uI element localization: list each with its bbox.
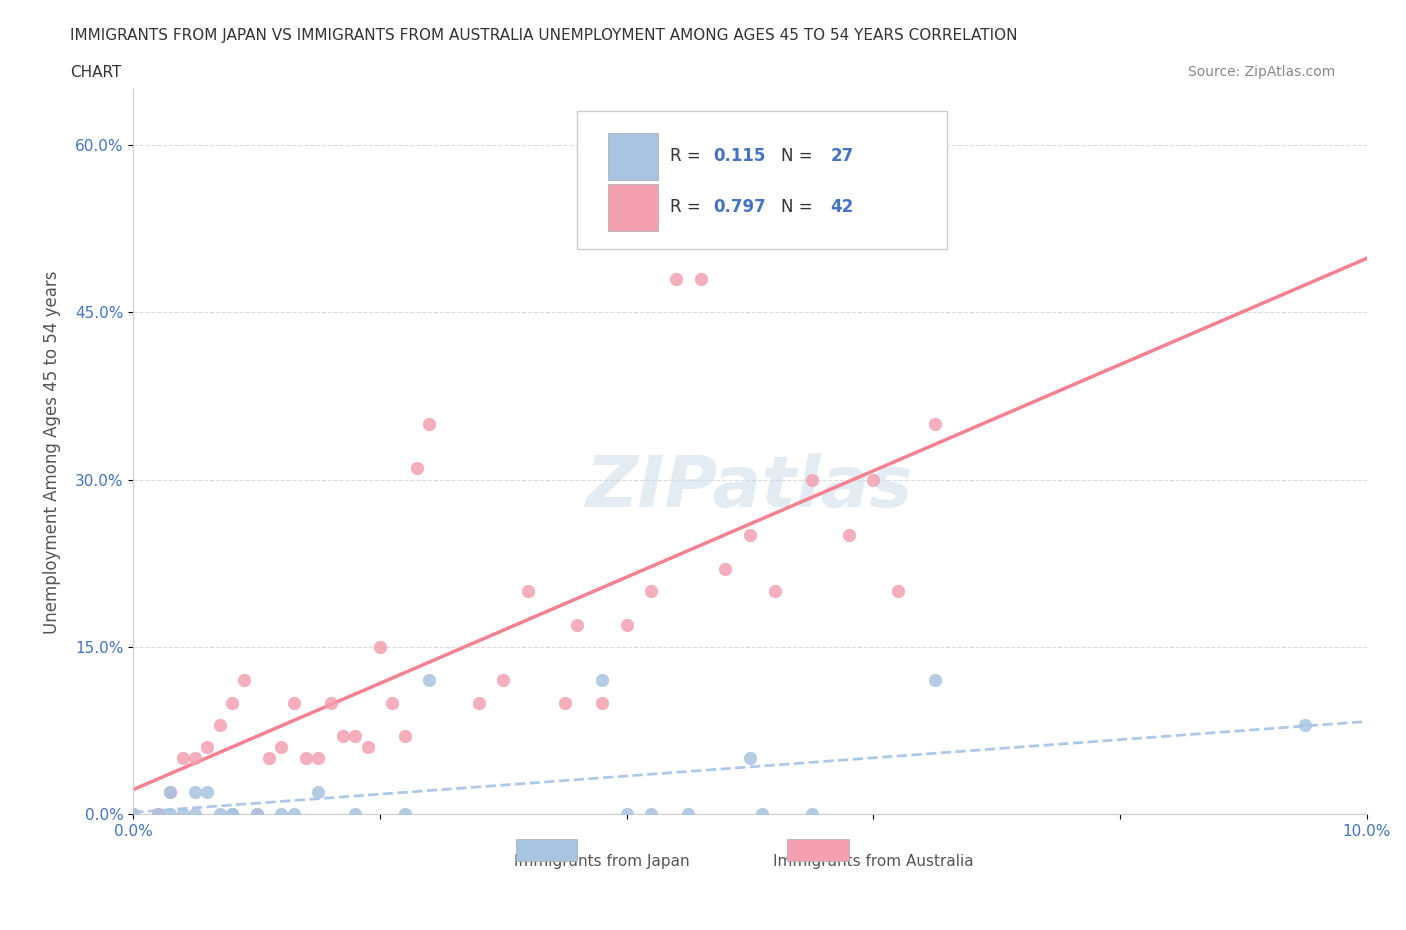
Point	[567, 618, 589, 632]
Point	[640, 806, 662, 821]
Point	[862, 472, 884, 487]
Text: N =: N =	[780, 198, 818, 216]
Text: 27: 27	[830, 147, 853, 165]
Point	[307, 784, 329, 799]
Point	[270, 806, 292, 821]
Point	[319, 696, 342, 711]
Point	[195, 739, 218, 754]
Text: Immigrants from Australia: Immigrants from Australia	[773, 854, 974, 869]
Text: Immigrants from Japan: Immigrants from Japan	[515, 854, 690, 869]
Point	[800, 472, 823, 487]
Point	[307, 751, 329, 765]
Point	[172, 806, 194, 821]
Point	[738, 528, 761, 543]
Text: R =: R =	[669, 147, 706, 165]
Point	[640, 584, 662, 599]
Text: Source: ZipAtlas.com: Source: ZipAtlas.com	[1188, 65, 1336, 79]
Point	[344, 728, 367, 743]
Text: N =: N =	[780, 147, 818, 165]
Point	[146, 806, 169, 821]
Point	[257, 751, 280, 765]
Text: CHART: CHART	[70, 65, 122, 80]
Point	[368, 640, 391, 655]
Point	[184, 751, 207, 765]
Text: IMMIGRANTS FROM JAPAN VS IMMIGRANTS FROM AUSTRALIA UNEMPLOYMENT AMONG AGES 45 TO: IMMIGRANTS FROM JAPAN VS IMMIGRANTS FROM…	[70, 28, 1018, 43]
Text: ZIPatlas: ZIPatlas	[586, 454, 914, 523]
Point	[924, 673, 946, 688]
Point	[245, 806, 267, 821]
Point	[221, 696, 243, 711]
Point	[159, 806, 181, 821]
Point	[394, 806, 416, 821]
Point	[924, 417, 946, 432]
FancyBboxPatch shape	[578, 112, 948, 249]
Point	[616, 618, 638, 632]
Point	[208, 717, 231, 732]
Point	[233, 673, 256, 688]
Point	[591, 673, 613, 688]
Point	[738, 751, 761, 765]
Text: 0.115: 0.115	[713, 147, 765, 165]
Point	[159, 784, 181, 799]
Point	[887, 584, 910, 599]
Point	[221, 806, 243, 821]
Point	[394, 728, 416, 743]
Point	[221, 806, 243, 821]
Point	[146, 806, 169, 821]
Point	[381, 696, 404, 711]
Point	[418, 673, 440, 688]
Point	[283, 806, 305, 821]
Text: 42: 42	[830, 198, 853, 216]
Point	[208, 806, 231, 821]
FancyBboxPatch shape	[609, 183, 658, 231]
Point	[295, 751, 318, 765]
Point	[467, 696, 489, 711]
Point	[763, 584, 786, 599]
Point	[356, 739, 378, 754]
Y-axis label: Unemployment Among Ages 45 to 54 years: Unemployment Among Ages 45 to 54 years	[44, 270, 60, 633]
Point	[283, 696, 305, 711]
FancyBboxPatch shape	[787, 840, 849, 861]
Point	[616, 806, 638, 821]
Point	[554, 696, 576, 711]
Point	[159, 784, 181, 799]
Point	[270, 739, 292, 754]
Point	[492, 673, 515, 688]
Point	[184, 784, 207, 799]
Point	[591, 696, 613, 711]
Point	[751, 806, 773, 821]
Point	[122, 806, 145, 821]
Point	[418, 417, 440, 432]
Point	[714, 562, 737, 577]
Point	[172, 751, 194, 765]
Point	[665, 272, 688, 286]
Point	[838, 528, 860, 543]
Point	[517, 584, 540, 599]
Point	[406, 461, 429, 476]
Point	[122, 806, 145, 821]
FancyBboxPatch shape	[516, 840, 578, 861]
Point	[245, 806, 267, 821]
FancyBboxPatch shape	[609, 133, 658, 180]
Point	[195, 784, 218, 799]
Point	[332, 728, 354, 743]
Point	[689, 272, 711, 286]
Text: 0.797: 0.797	[713, 198, 766, 216]
Point	[184, 806, 207, 821]
Text: R =: R =	[669, 198, 706, 216]
Point	[678, 806, 700, 821]
Point	[800, 806, 823, 821]
Point	[344, 806, 367, 821]
Point	[1294, 717, 1316, 732]
